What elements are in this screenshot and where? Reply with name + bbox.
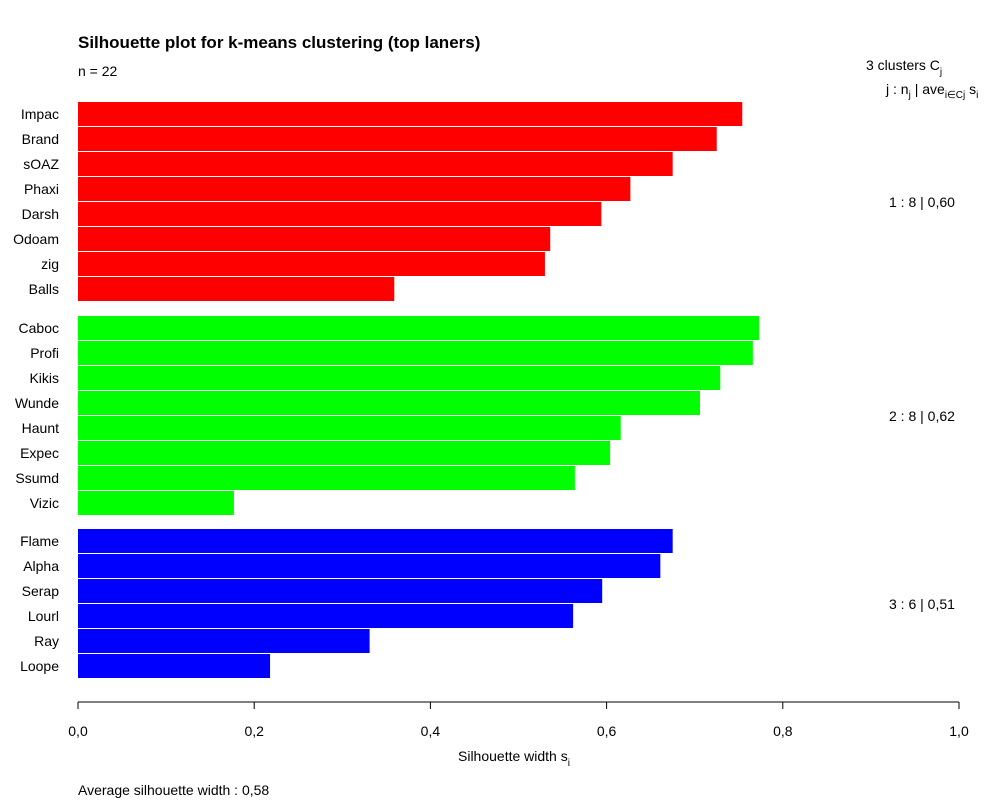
chart-title: Silhouette plot for k-means clustering (… xyxy=(78,33,480,52)
bar-Brand xyxy=(78,127,717,151)
bar-Profi xyxy=(78,341,753,365)
x-tick-label: 0,6 xyxy=(597,723,617,739)
legend-line1-sub: j xyxy=(939,67,942,78)
x-axis: 0,0 0,2 0,4 0,6 0,8 1,0 xyxy=(68,701,969,739)
bar-Serap xyxy=(78,579,603,603)
cluster-2: Caboc Profi Kikis Wunde Haunt Expec Ssumd Vizic… xyxy=(15,316,955,515)
bar-label: Vizic xyxy=(30,495,59,511)
bar-Odoam xyxy=(78,227,551,251)
x-tick-label: 0,8 xyxy=(773,723,793,739)
bar-Vizic xyxy=(78,491,234,515)
bar-Alpha xyxy=(78,554,661,578)
bar-Impac xyxy=(78,102,743,126)
bar-label: Alpha xyxy=(23,558,59,574)
bar-Expec xyxy=(78,441,611,465)
bar-sOAZ xyxy=(78,152,673,176)
bar-label: Balls xyxy=(29,281,59,297)
bar-label: Wunde xyxy=(15,395,59,411)
bar-label: Brand xyxy=(22,131,59,147)
bar-Ssumd xyxy=(78,466,575,490)
legend-sub-i: i∈Cj xyxy=(945,90,965,101)
bar-label: Lourl xyxy=(28,608,59,624)
bar-zig xyxy=(78,252,545,276)
bar-Haunt xyxy=(78,416,621,440)
bar-label: Loope xyxy=(20,658,59,674)
bar-Kikis xyxy=(78,366,721,390)
legend-line2b: | ave xyxy=(911,81,945,97)
bar-label: Flame xyxy=(20,533,59,549)
legend-line1: 3 clusters C xyxy=(866,57,940,73)
x-axis-label: Silhouette width si xyxy=(458,748,570,769)
legend-line2c: s xyxy=(965,81,976,97)
cluster-summary: 3 : 6 | 0,51 xyxy=(889,596,955,612)
bar-Wunde xyxy=(78,391,700,415)
chart-subtitle: n = 22 xyxy=(78,63,118,79)
bar-label: Profi xyxy=(30,345,59,361)
bar-label: Kikis xyxy=(29,370,59,386)
bar-label: Odoam xyxy=(13,231,59,247)
bar-Loope xyxy=(78,654,271,678)
bar-Phaxi xyxy=(78,177,631,201)
bar-label: Haunt xyxy=(22,420,59,436)
bar-Darsh xyxy=(78,202,602,226)
cluster-1: Impac Brand sOAZ Phaxi Darsh Odoam zig Balls 1 :… xyxy=(13,102,955,301)
cluster-summary: 2 : 8 | 0,62 xyxy=(889,408,955,424)
x-tick-label: 0,4 xyxy=(421,723,441,739)
bar-label: Impac xyxy=(21,106,59,122)
bar-label: Serap xyxy=(22,583,60,599)
x-tick-label: 0,2 xyxy=(244,723,264,739)
bar-label: Darsh xyxy=(22,206,59,222)
cluster-3: Flame Alpha Serap Lourl Ray Loope 3 : 6 | 0,51 xyxy=(20,529,955,678)
cluster-summary: 1 : 8 | 0,60 xyxy=(889,194,955,210)
bar-Lourl xyxy=(78,604,574,628)
bar-label: Ssumd xyxy=(15,470,59,486)
bar-label: Expec xyxy=(20,445,59,461)
x-tick-label: 1,0 xyxy=(949,723,969,739)
bar-Flame xyxy=(78,529,673,553)
bar-Ray xyxy=(78,629,370,653)
bar-label: Phaxi xyxy=(24,181,59,197)
svg-text:j : nj | avei∈Cj si: j : nj | avei∈Cj si xyxy=(885,81,978,101)
bar-label: Ray xyxy=(34,633,59,649)
legend-sub-j: j xyxy=(908,90,911,101)
bar-label: zig xyxy=(41,256,59,272)
x-tick-label: 0,0 xyxy=(68,723,88,739)
legend-line2a: j : n xyxy=(885,81,909,97)
legend-header: 3 clusters Cj j : nj | avei∈Cj si xyxy=(866,57,978,101)
bar-Balls xyxy=(78,277,395,301)
bar-label: Caboc xyxy=(19,320,59,336)
bar-label: sOAZ xyxy=(23,156,59,172)
average-silhouette: Average silhouette width : 0,58 xyxy=(78,782,269,798)
legend-sub-s: i xyxy=(976,90,978,101)
bar-Caboc xyxy=(78,316,760,340)
svg-text:3 clusters Cj: 3 clusters Cj xyxy=(866,57,942,78)
